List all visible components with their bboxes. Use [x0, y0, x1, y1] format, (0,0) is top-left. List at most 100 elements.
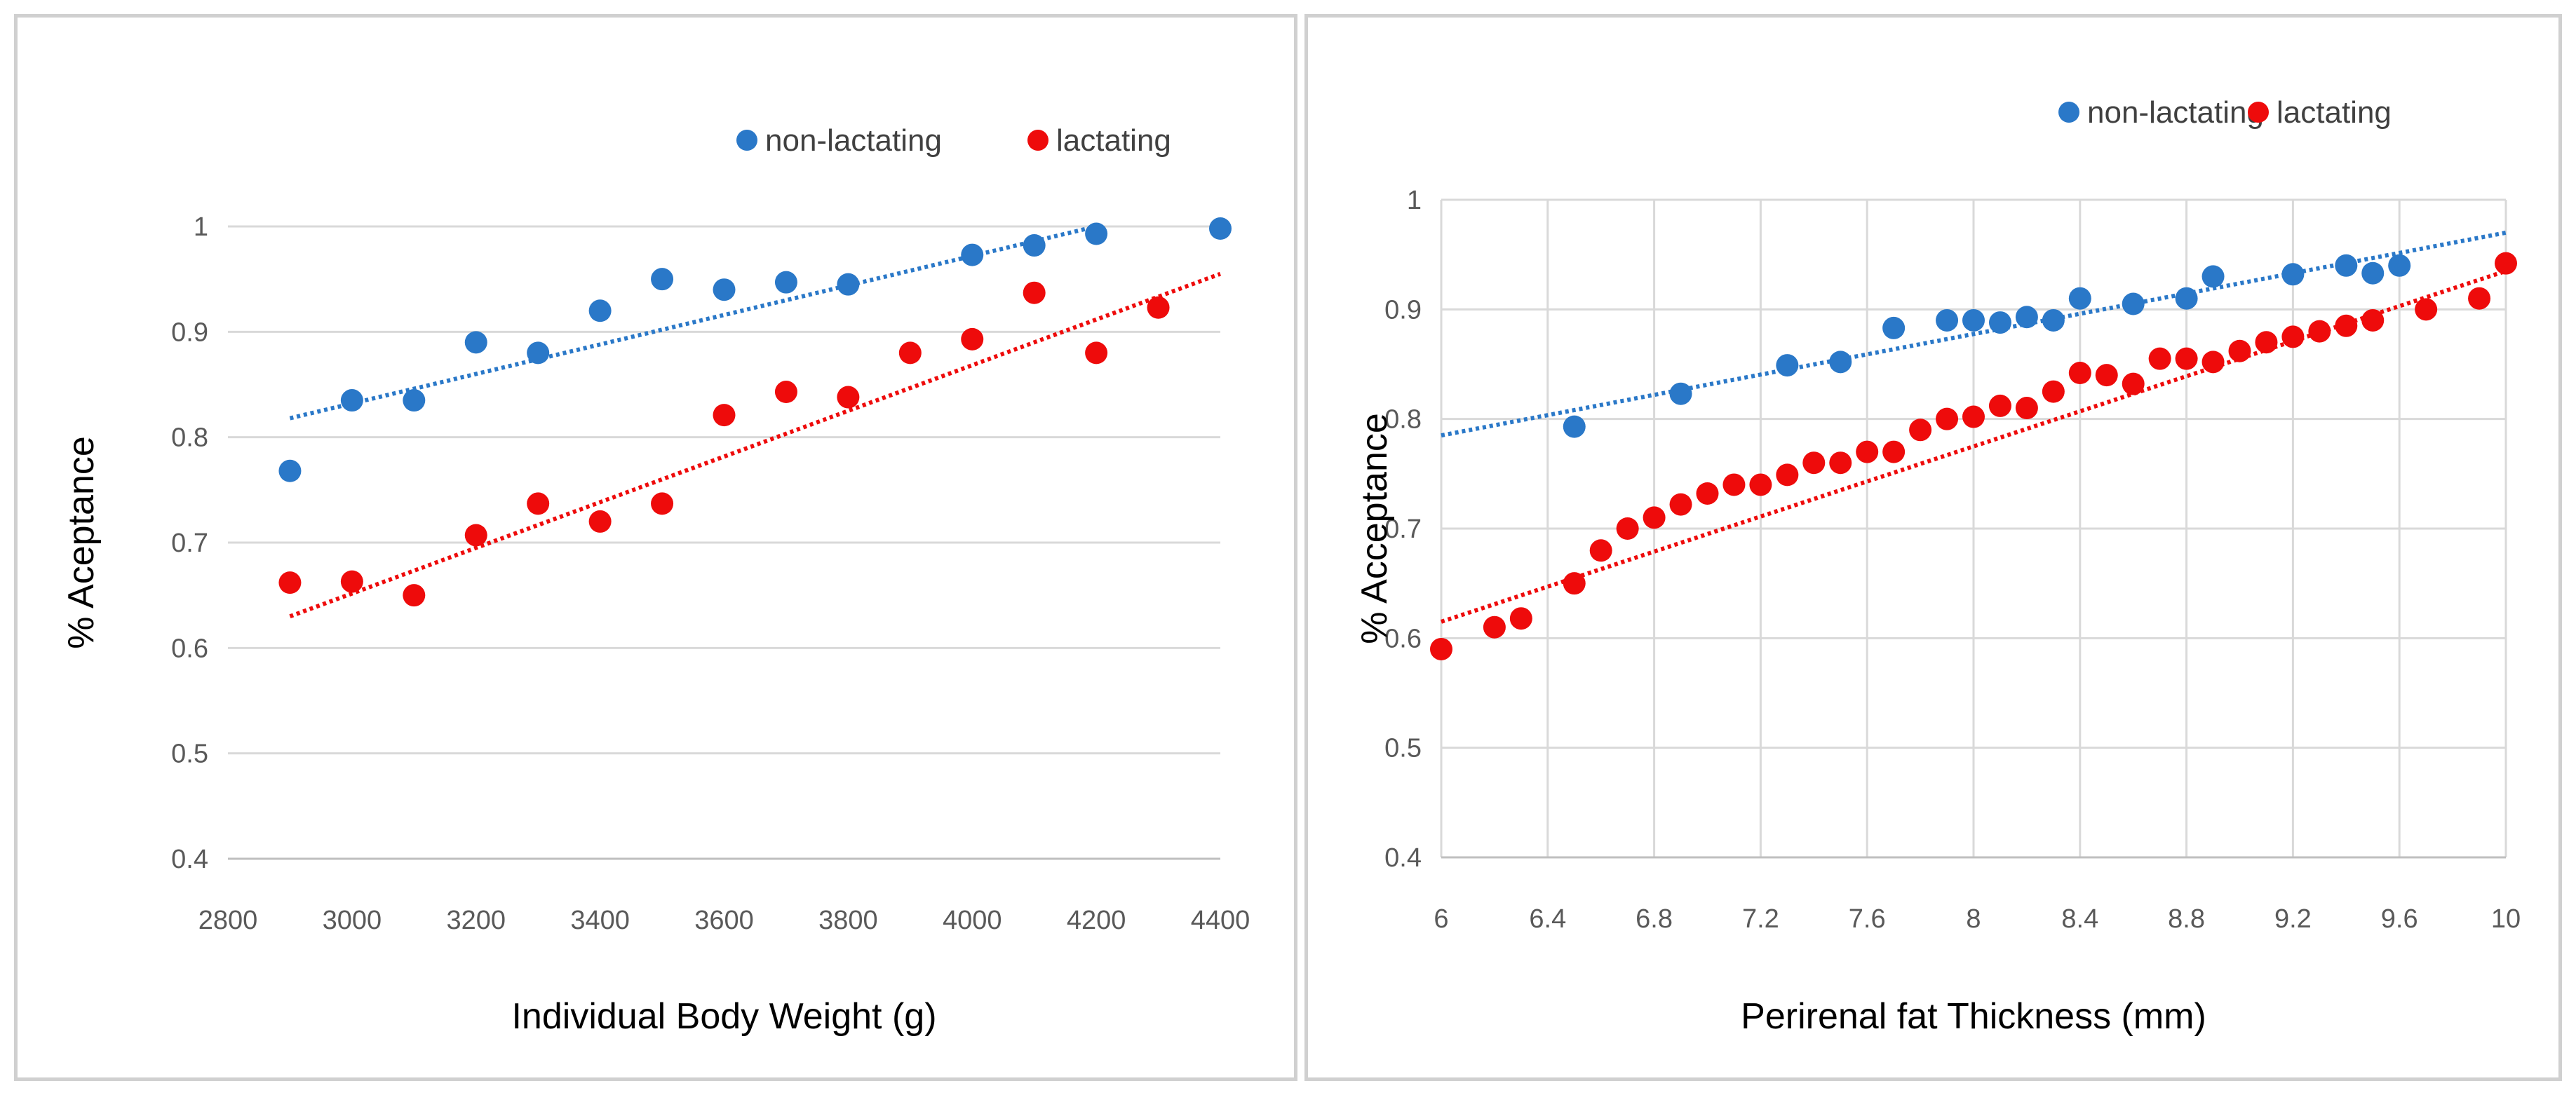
point-non-lactating [2201, 265, 2225, 288]
point-non-lactating [1563, 415, 1586, 438]
point-lactating [1909, 419, 1932, 442]
grid-lines [228, 225, 1220, 860]
x-tick-label: 2800 [198, 906, 258, 935]
legend: non-lactating lactating [2058, 95, 2392, 130]
x-tick-label: 7.2 [1742, 904, 1779, 934]
point-non-lactating [2388, 254, 2411, 277]
point-lactating [1616, 517, 1639, 540]
point-lactating [1749, 473, 1772, 496]
point-non-lactating [340, 389, 363, 412]
trendlines [289, 224, 1222, 619]
point-non-lactating [1023, 234, 1046, 257]
point-non-lactating [1776, 354, 1799, 377]
y-axis-title: % Acceptance [1354, 413, 1395, 644]
chart-panel-perirenal-fat: 0.4 0.5 0.6 0.7 0.8 0.9 1 6 6.4 6.8 7.2 7.6 8 8.4 8.8 9… [1304, 14, 2562, 1081]
x-tick-label: 4000 [943, 906, 1002, 935]
point-non-lactating [837, 273, 860, 296]
x-tick-label: 6.4 [1529, 904, 1566, 934]
x-tick-label: 3000 [323, 906, 382, 935]
point-lactating [1147, 296, 1170, 319]
point-non-lactating [2068, 287, 2091, 310]
point-lactating [1669, 493, 1692, 516]
point-lactating [2308, 320, 2331, 343]
point-non-lactating [2335, 254, 2358, 277]
point-non-lactating [2042, 308, 2065, 332]
x-tick-label: 3600 [694, 906, 754, 935]
point-non-lactating [278, 459, 302, 482]
legend-label-non-lactating: non-lactating [765, 123, 942, 158]
legend-marker-lactating [1027, 130, 1048, 151]
tick-labels: 0.4 0.5 0.6 0.7 0.8 0.9 1 6 6.4 6.8 7.2 7.6 8 8.4 8.8 9… [1384, 186, 2521, 934]
point-lactating [464, 524, 487, 547]
point-non-lactating [588, 299, 612, 322]
point-non-lactating [774, 271, 797, 294]
point-non-lactating [527, 341, 550, 365]
point-lactating [2015, 397, 2038, 420]
point-lactating [2415, 298, 2438, 321]
point-lactating [1483, 615, 1506, 639]
x-tick-label: 8.8 [2168, 904, 2205, 934]
y-tick-label: 0.8 [171, 423, 208, 453]
point-lactating [2468, 287, 2491, 310]
point-non-lactating [1962, 308, 1985, 332]
point-lactating [1802, 451, 1826, 475]
x-axis-title: Individual Body Weight (g) [511, 996, 936, 1037]
y-tick-label: 0.4 [1384, 843, 1422, 873]
x-tick-label: 3200 [446, 906, 506, 935]
point-lactating [2068, 362, 2091, 385]
x-tick-label: 4200 [1067, 906, 1126, 935]
y-tick-label: 0.7 [1384, 515, 1422, 544]
point-lactating [898, 341, 922, 365]
point-lactating [837, 386, 860, 409]
point-lactating [2495, 252, 2517, 275]
point-non-lactating [2175, 287, 2198, 310]
point-lactating [588, 510, 612, 533]
legend-marker-lactating [2248, 102, 2269, 123]
x-tick-label: 8.4 [2061, 904, 2098, 934]
point-lactating [1829, 451, 1852, 475]
legend: non-lactating lactating [736, 123, 1171, 158]
point-lactating [961, 327, 984, 351]
point-lactating [1936, 407, 1959, 430]
point-lactating [1563, 572, 1586, 595]
grid-lines [1440, 198, 2507, 859]
point-lactating [1589, 539, 1612, 562]
x-tick-label: 3800 [818, 906, 878, 935]
legend-label-lactating: lactating [1056, 123, 1171, 158]
y-tick-label: 0.6 [1384, 624, 1422, 653]
y-axis-title: % Aceptance [61, 436, 102, 649]
chart-panel-body-weight: 0.4 0.5 0.6 0.7 0.8 0.9 1 2800 3000 3200 3400 3600 3… [14, 14, 1297, 1081]
trendline-non-lactating [1441, 230, 2507, 438]
y-tick-label: 0.9 [171, 318, 208, 347]
x-tick-label: 6 [1434, 904, 1448, 934]
point-lactating [2361, 308, 2385, 332]
point-non-lactating [2015, 306, 2038, 329]
y-tick-label: 1 [1407, 186, 1422, 215]
point-lactating [1430, 637, 1452, 660]
point-lactating [2095, 364, 2118, 387]
point-non-lactating [1882, 316, 1906, 339]
point-lactating [2122, 372, 2145, 395]
point-lactating [2228, 339, 2251, 362]
legend-label-non-lactating: non-lactating [2087, 95, 2264, 130]
legend-marker-non-lactating [2058, 102, 2079, 123]
point-lactating [651, 492, 674, 515]
point-lactating [1696, 482, 1719, 505]
x-tick-label: 3400 [570, 906, 630, 935]
y-tick-label: 0.9 [1384, 295, 1422, 325]
point-lactating [278, 571, 302, 594]
perirenal-fat-scatter-chart: 0.4 0.5 0.6 0.7 0.8 0.9 1 6 6.4 6.8 7.2 7.6 8 8.4 8.8 9… [1354, 95, 2521, 1037]
point-lactating [1509, 607, 1532, 630]
point-lactating [1882, 440, 1906, 463]
point-non-lactating [1085, 222, 1108, 245]
point-lactating [774, 381, 797, 404]
point-lactating [2042, 380, 2065, 403]
point-non-lactating [464, 331, 487, 354]
point-lactating [2255, 331, 2278, 354]
y-tick-label: 0.5 [1384, 734, 1422, 763]
point-lactating [403, 584, 426, 607]
point-non-lactating [961, 243, 984, 266]
point-lactating [1856, 440, 1879, 463]
body-weight-scatter-chart: 0.4 0.5 0.6 0.7 0.8 0.9 1 2800 3000 3200 3400 3600 3… [61, 123, 1250, 1037]
point-non-lactating [2281, 263, 2305, 286]
